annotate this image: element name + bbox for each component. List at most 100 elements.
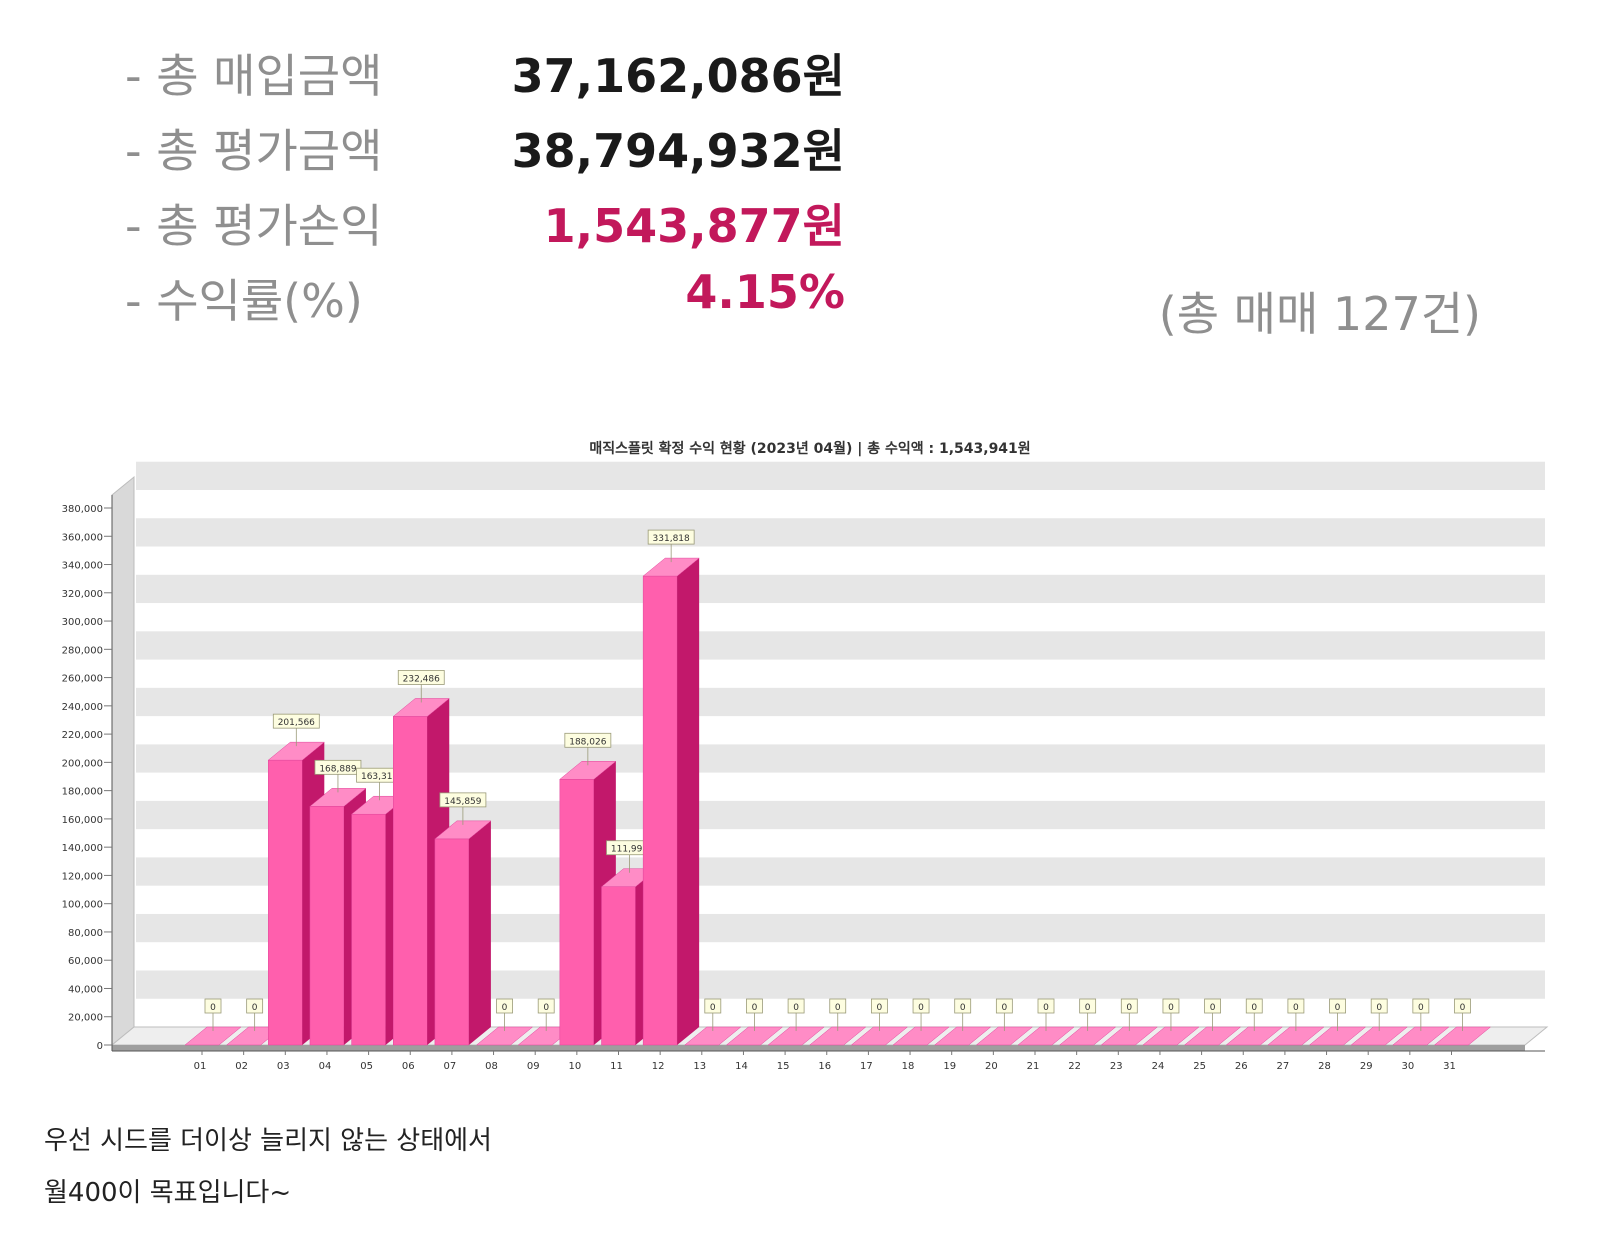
- y-tick-label: 280,000: [62, 645, 103, 656]
- x-tick-label: 12: [652, 1061, 665, 1072]
- bar-top: [975, 1026, 1034, 1046]
- x-tick-label: 11: [610, 1061, 623, 1072]
- caption-line-2: 월400이 목표입니다~: [44, 1178, 292, 1208]
- x-tick-label: 13: [693, 1061, 706, 1072]
- summary-label: - 총 매입금액: [125, 49, 383, 103]
- bar-top: [1308, 1026, 1367, 1046]
- x-tick-label: 18: [902, 1061, 915, 1072]
- data-label: 0: [1418, 1003, 1424, 1013]
- y-tick-label: 300,000: [62, 617, 103, 628]
- x-tick-label: 21: [1027, 1061, 1040, 1072]
- x-tick-label: 07: [444, 1061, 457, 1072]
- bar-top: [1142, 1026, 1200, 1046]
- y-tick-label: 260,000: [62, 674, 103, 685]
- data-label: 0: [1460, 1003, 1466, 1013]
- data-label: 0: [1210, 1003, 1216, 1013]
- bar-front: [434, 838, 470, 1046]
- x-tick-label: 20: [985, 1061, 998, 1072]
- x-tick-label: 25: [1193, 1061, 1206, 1072]
- summary-value-pnl: 1,543,877원: [543, 199, 845, 253]
- data-label: 0: [793, 1003, 799, 1013]
- bar-side: [677, 558, 700, 1045]
- x-tick-label: 30: [1401, 1061, 1414, 1072]
- bar-top: [1183, 1026, 1242, 1046]
- bar-top: [642, 557, 700, 577]
- summary-value: 37,162,086원: [511, 49, 845, 103]
- y-tick-label: 140,000: [62, 843, 103, 854]
- x-tick-label: 22: [1068, 1061, 1081, 1072]
- x-tick-label: 14: [735, 1061, 748, 1072]
- bar-top: [434, 820, 492, 840]
- y-tick-label: 120,000: [62, 871, 103, 882]
- bar-top: [475, 1026, 534, 1046]
- data-label-box: [272, 713, 320, 729]
- bar-top: [267, 741, 326, 761]
- x-tick-label: 17: [860, 1061, 873, 1072]
- x-tick-label: 19: [943, 1061, 956, 1072]
- x-tick-label: 16: [818, 1061, 831, 1072]
- x-tick-label: 29: [1360, 1061, 1373, 1072]
- bar-top: [725, 1026, 784, 1046]
- bar-top: [1058, 1026, 1117, 1046]
- bar-front: [393, 716, 428, 1046]
- x-tick-label: 09: [527, 1061, 540, 1072]
- data-label: 232,486: [403, 674, 440, 684]
- grid-band: [136, 631, 1545, 660]
- data-label: 0: [1293, 1003, 1299, 1013]
- grid-band: [136, 574, 1545, 604]
- bar-top: [933, 1026, 992, 1046]
- y-tick-label: 0: [97, 1041, 103, 1052]
- bar-front: [601, 886, 636, 1046]
- x-tick-label: 08: [485, 1061, 498, 1072]
- x-tick-label: 27: [1277, 1061, 1290, 1072]
- bar-front: [559, 779, 595, 1046]
- data-label: 0: [960, 1003, 966, 1013]
- x-tick-label: 15: [777, 1061, 790, 1072]
- summary-row-pnl: - 총 평가손익 1,543,877원: [125, 190, 845, 260]
- x-tick-label: 26: [1235, 1061, 1248, 1072]
- bar-top: [184, 1026, 242, 1046]
- chart-floor-edge: [112, 1045, 1525, 1051]
- data-label: 188,026: [569, 737, 606, 747]
- summary-row-purchase: - 총 매입금액 37,162,086원: [125, 40, 845, 110]
- summary-row-valuation: - 총 평가금액 38,794,932원: [125, 115, 845, 185]
- bar-top: [892, 1026, 950, 1046]
- y-tick-label: 220,000: [62, 730, 103, 741]
- chart-title: 매직스플릿 확정 수익 현황 (2023년 04월) | 총 수익액 : 1,5…: [589, 440, 1030, 457]
- data-label: 0: [1251, 1003, 1257, 1013]
- summary-label: - 수익률(%): [125, 274, 363, 328]
- trade-count: (총 매매 127건): [1158, 287, 1481, 341]
- grid-band: [136, 518, 1545, 547]
- data-label: 0: [1335, 1003, 1341, 1013]
- data-label: 0: [1376, 1003, 1382, 1013]
- bar-top: [684, 1026, 742, 1046]
- bar-top: [1017, 1026, 1075, 1046]
- bar-front: [642, 575, 678, 1046]
- chart-left-wall: [111, 475, 135, 1047]
- bar-side: [468, 820, 491, 1045]
- bar-front: [268, 759, 303, 1046]
- profit-summary: - 총 매입금액 37,162,086원 - 총 평가금액 38,794,932…: [0, 0, 1621, 360]
- bar-front: [309, 806, 345, 1046]
- y-tick-label: 40,000: [68, 984, 103, 995]
- data-label: 0: [502, 1003, 508, 1013]
- data-label-box: [439, 792, 487, 808]
- data-label-box: [647, 529, 695, 545]
- bar-top: [1433, 1026, 1492, 1046]
- bar-top: [767, 1026, 825, 1046]
- data-label: 0: [1085, 1003, 1091, 1013]
- data-label: 145,859: [444, 797, 481, 807]
- y-tick-label: 320,000: [62, 589, 103, 600]
- caption-line-1: 우선 시드를 더이상 늘리지 않는 상태에서: [44, 1126, 492, 1156]
- x-tick-label: 31: [1443, 1061, 1456, 1072]
- data-label: 0: [877, 1003, 883, 1013]
- bar-top: [559, 761, 617, 780]
- x-tick-label: 01: [194, 1061, 207, 1072]
- y-tick-label: 20,000: [68, 1013, 103, 1024]
- x-tick-label: 10: [568, 1061, 581, 1072]
- data-label: 0: [210, 1003, 216, 1013]
- y-tick-label: 240,000: [62, 702, 103, 713]
- data-label: 0: [1043, 1003, 1049, 1013]
- y-tick-label: 200,000: [62, 758, 103, 769]
- bar-top: [1225, 1026, 1283, 1046]
